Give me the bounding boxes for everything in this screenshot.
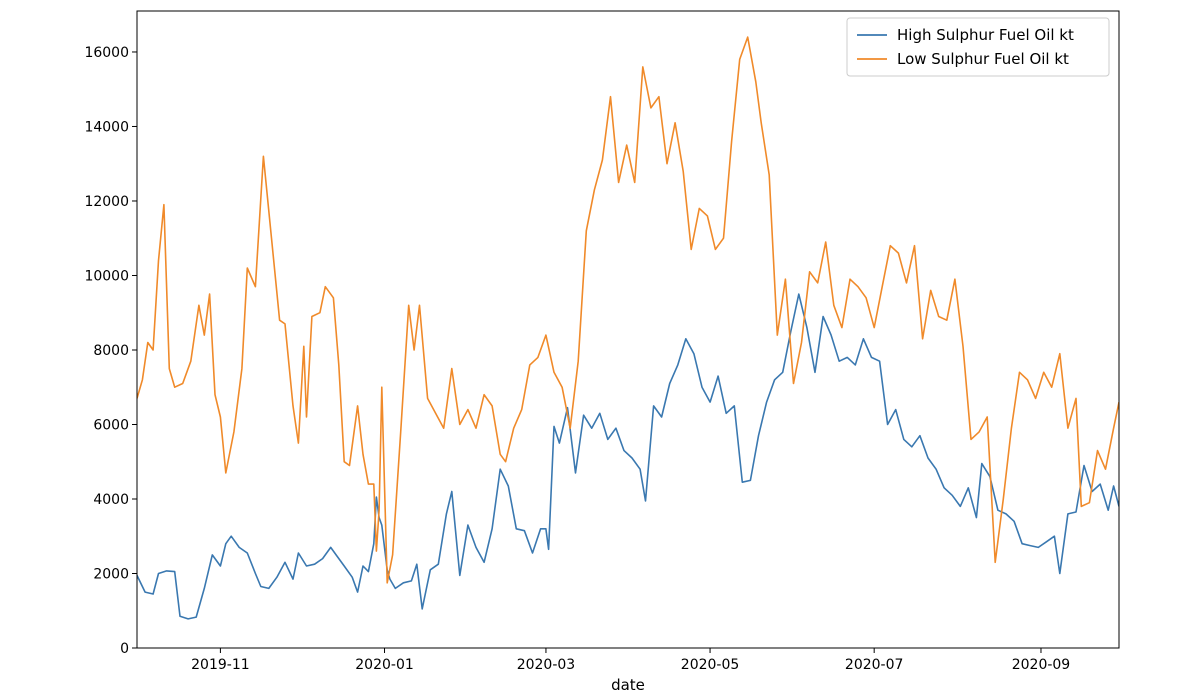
x-tick-label: 2020-05 xyxy=(681,657,740,673)
series-line-2 xyxy=(137,36,1119,584)
legend-label-2: Low Sulphur Fuel Oil kt xyxy=(897,50,1069,68)
plot-frame xyxy=(136,10,1120,649)
y-tick-label: 0 xyxy=(120,641,129,657)
x-tick-label: 2019-11 xyxy=(191,657,250,673)
y-tick-label: 8000 xyxy=(93,343,129,359)
legend: High Sulphur Fuel Oil kt Low Sulphur Fuel… xyxy=(846,17,1110,77)
x-tick-label: 2020-01 xyxy=(355,657,414,673)
y-tick-label: 6000 xyxy=(93,417,129,433)
y-tick-label: 4000 xyxy=(93,492,129,508)
y-tick-label: 16000 xyxy=(84,45,129,61)
y-tick-label: 12000 xyxy=(84,194,129,210)
y-tick-label: 14000 xyxy=(84,119,129,135)
y-tick-label: 10000 xyxy=(84,268,129,284)
y-tick-label: 2000 xyxy=(93,566,129,582)
legend-box xyxy=(846,17,1110,77)
series-line-1 xyxy=(137,293,1119,620)
x-axis-label: date xyxy=(611,676,645,694)
x-tick-label: 2020-09 xyxy=(1012,657,1071,673)
legend-label-1: High Sulphur Fuel Oil kt xyxy=(897,26,1074,44)
x-tick-label: 2020-03 xyxy=(517,657,576,673)
plot-area xyxy=(137,36,1119,620)
axes: 0 2000 4000 6000 8000 10000 12000 14000 16000 201… xyxy=(84,10,1120,673)
x-tick-label: 2020-07 xyxy=(845,657,904,673)
